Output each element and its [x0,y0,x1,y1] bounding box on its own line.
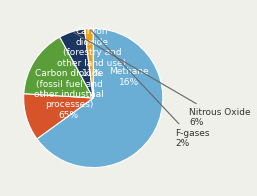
Wedge shape [85,28,93,98]
Text: Nitrous Oxide
6%: Nitrous Oxide 6% [74,33,251,127]
Wedge shape [60,29,93,98]
Text: F-gases
2%: F-gases 2% [91,30,210,148]
Wedge shape [37,28,163,168]
Wedge shape [24,94,93,139]
Text: Carbon
dioxide
(forestry and
other land use)
11%: Carbon dioxide (forestry and other land … [57,27,126,78]
Wedge shape [24,37,93,98]
Text: Carbon dioxide
(fossil fuel and
other industrial
processes)
65%: Carbon dioxide (fossil fuel and other in… [34,69,104,120]
Text: Methane
16%: Methane 16% [109,67,149,87]
